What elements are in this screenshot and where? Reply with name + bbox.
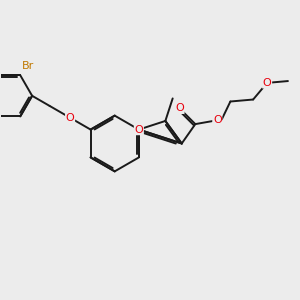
Text: Br: Br <box>22 61 34 71</box>
Text: O: O <box>213 115 222 125</box>
Text: O: O <box>175 103 184 113</box>
Text: O: O <box>263 78 272 88</box>
Text: O: O <box>66 113 74 123</box>
Text: O: O <box>134 124 143 135</box>
